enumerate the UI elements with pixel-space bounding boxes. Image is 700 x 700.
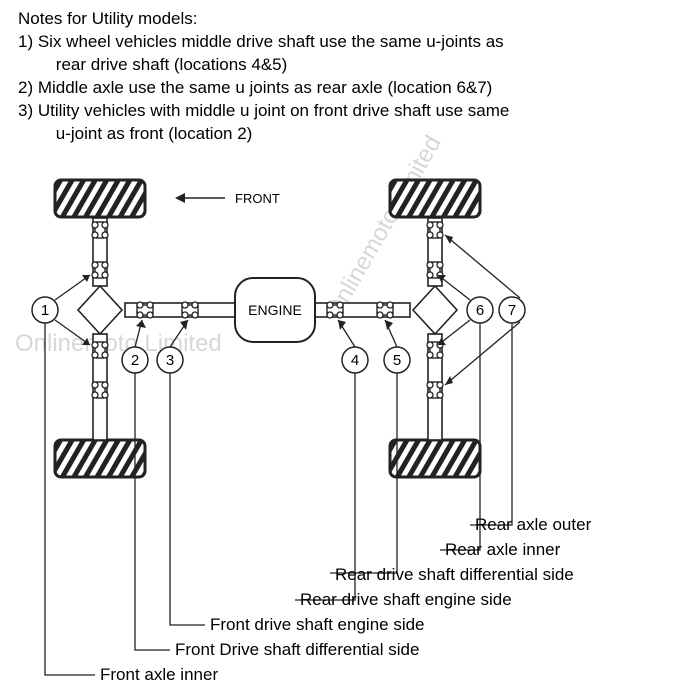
drivetrain-diagram: ENGINE FRONT Front axle inner 1 Front Drive … (0, 140, 700, 700)
svg-text:Rear axle inner: Rear axle inner (445, 540, 561, 559)
svg-text:Front drive shaft engine side: Front drive shaft engine side (210, 615, 425, 634)
note-2: 2) Middle axle use the same u joints as … (18, 77, 509, 100)
svg-text:Rear axle outer: Rear axle outer (475, 515, 592, 534)
svg-text:2: 2 (131, 352, 139, 369)
svg-text:ENGINE: ENGINE (248, 302, 302, 318)
notes-title: Notes for Utility models: (18, 8, 509, 31)
svg-text:Front Drive shaft differential: Front Drive shaft differential side (175, 640, 419, 659)
note-1: 1) Six wheel vehicles middle drive shaft… (18, 31, 509, 77)
svg-text:FRONT: FRONT (235, 191, 280, 206)
svg-text:6: 6 (476, 302, 484, 319)
svg-text:Rear drive shaft engine side: Rear drive shaft engine side (300, 590, 512, 609)
svg-text:Front axle inner: Front axle inner (100, 665, 218, 684)
notes-block: Notes for Utility models: 1) Six wheel v… (18, 8, 509, 146)
svg-text:5: 5 (393, 352, 401, 369)
svg-text:Rear drive shaft differential: Rear drive shaft differential side (335, 565, 574, 584)
svg-text:7: 7 (508, 302, 516, 319)
svg-text:3: 3 (166, 352, 174, 369)
svg-text:4: 4 (351, 352, 359, 369)
svg-text:1: 1 (41, 302, 49, 319)
note-3: 3) Utility vehicles with middle u joint … (18, 100, 509, 146)
